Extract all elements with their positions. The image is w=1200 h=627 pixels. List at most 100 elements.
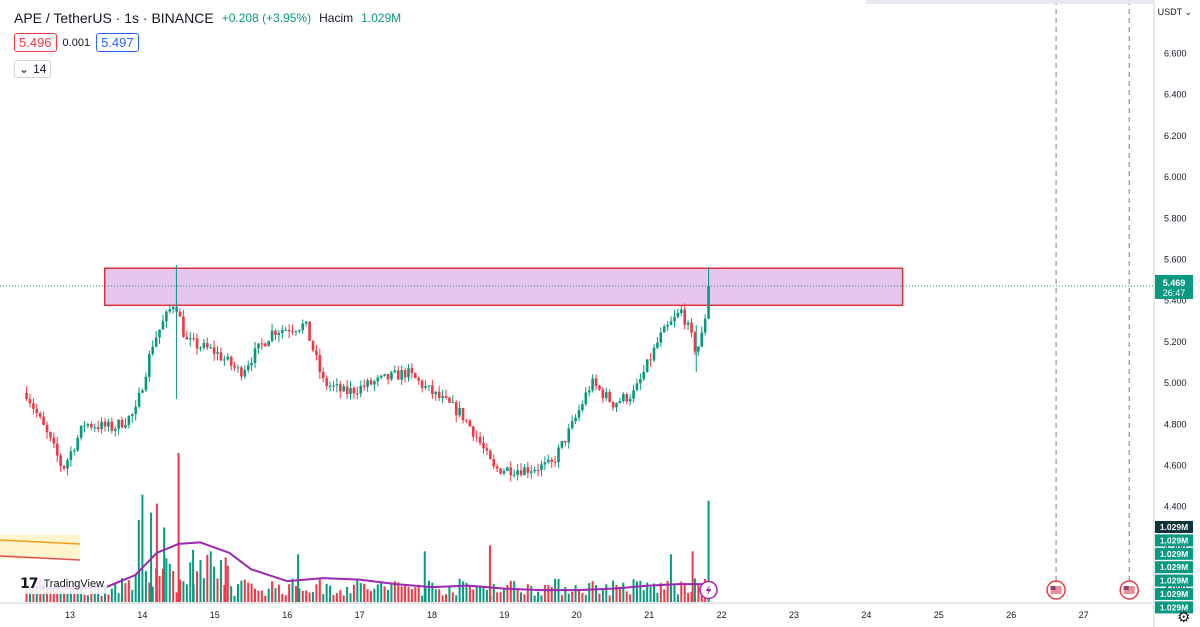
candle xyxy=(373,379,376,391)
volume-bar xyxy=(182,581,185,602)
candle xyxy=(154,331,158,348)
volume-bar xyxy=(359,583,362,602)
resistance-zone[interactable] xyxy=(104,267,904,307)
candle xyxy=(611,401,615,411)
candle xyxy=(345,379,349,400)
volume-badge-text: 1.029M xyxy=(1160,522,1188,532)
candle xyxy=(318,348,322,379)
candle-body xyxy=(574,417,577,422)
volume-bar xyxy=(584,595,587,602)
candle-body xyxy=(584,392,588,405)
volume-bar xyxy=(376,584,379,602)
currency-selector[interactable]: USDT ⌄ xyxy=(1158,7,1192,18)
candle xyxy=(90,421,93,431)
candle xyxy=(512,469,516,478)
sell-price-button[interactable]: 5.496 xyxy=(14,33,57,52)
candle xyxy=(557,444,560,468)
candle-body xyxy=(294,331,298,333)
candle xyxy=(608,389,611,403)
volume-bar xyxy=(172,570,175,602)
chevron-down-icon: ⌄ xyxy=(1184,7,1192,17)
event-markers[interactable] xyxy=(699,580,1139,600)
candle xyxy=(410,363,414,379)
volume-bars xyxy=(0,453,710,602)
x-tick-label: 14 xyxy=(137,610,147,620)
volume-bar xyxy=(291,578,294,602)
candle-body xyxy=(42,416,45,425)
y-tick-label: 4.800 xyxy=(1164,419,1187,429)
candle-body xyxy=(693,332,697,352)
candle xyxy=(448,396,451,404)
candle xyxy=(553,455,557,467)
candle-body xyxy=(158,329,161,338)
candle-body xyxy=(458,407,461,416)
candle xyxy=(693,331,697,355)
lightning-icon[interactable] xyxy=(699,580,718,600)
volume-value: 1.029M xyxy=(361,11,402,25)
volume-bar xyxy=(267,588,270,602)
candle xyxy=(182,309,185,338)
last-price-badge-text: 5.469 xyxy=(1163,278,1186,288)
candle xyxy=(645,359,649,373)
candle-body xyxy=(611,401,615,408)
candle xyxy=(267,340,270,347)
volume-bar xyxy=(506,585,509,602)
candle-body xyxy=(124,425,127,428)
volume-bar xyxy=(673,583,676,602)
volume-bar xyxy=(165,558,168,602)
candle xyxy=(308,321,311,341)
candle-body xyxy=(79,425,83,438)
candle xyxy=(403,367,407,383)
candle-body xyxy=(28,399,32,404)
candle-body xyxy=(403,369,407,378)
candle xyxy=(188,331,192,347)
candle-body xyxy=(205,343,209,348)
candle-body xyxy=(359,385,363,394)
us-flag-event-icon[interactable] xyxy=(1119,580,1139,600)
candle xyxy=(263,342,267,347)
candle xyxy=(441,390,444,404)
symbol-title[interactable]: APE / TetherUS · 1s · BINANCE xyxy=(14,10,214,26)
candle-body xyxy=(499,468,502,474)
volume-spike xyxy=(669,554,672,602)
candle-body xyxy=(373,381,376,385)
tradingview-logo[interactable]: 17 TradingView xyxy=(17,574,108,594)
candle-body xyxy=(188,338,192,340)
volume-spike xyxy=(488,545,491,602)
volume-bar xyxy=(608,595,611,602)
candle xyxy=(482,435,485,454)
candle-body xyxy=(652,347,656,361)
candle-body xyxy=(615,403,618,408)
volume-bar xyxy=(516,588,519,602)
us-flag-event-icon[interactable] xyxy=(1046,580,1066,600)
candle xyxy=(465,419,468,423)
candle-body xyxy=(703,318,707,333)
candle xyxy=(253,341,257,368)
candle-body xyxy=(38,413,42,417)
volume-bar xyxy=(264,595,267,602)
volume-bar xyxy=(659,583,662,602)
indicator-collapse-button[interactable]: ⌄ 14 xyxy=(14,60,52,78)
candle-body xyxy=(489,450,492,460)
candle xyxy=(130,413,134,423)
x-tick-label: 26 xyxy=(1006,610,1016,620)
candle-body xyxy=(390,372,393,380)
volume-bar xyxy=(393,581,396,602)
candle xyxy=(328,381,332,392)
candle-body xyxy=(281,330,284,334)
volume-bar xyxy=(315,584,318,602)
spread-value: 0.001 xyxy=(62,36,91,49)
volume-bar xyxy=(543,584,546,602)
gear-icon[interactable]: ⚙ xyxy=(1177,608,1191,626)
top-toolbar-strip xyxy=(866,0,1154,4)
volume-bar xyxy=(547,585,550,602)
candle xyxy=(52,432,56,449)
buy-price-button[interactable]: 5.497 xyxy=(96,33,139,52)
candle-body xyxy=(274,330,277,336)
volume-bar xyxy=(134,574,137,602)
volume-spike xyxy=(137,520,140,602)
volume-bar xyxy=(66,593,69,602)
volume-spike xyxy=(163,527,166,602)
candlesticks[interactable] xyxy=(25,265,710,482)
